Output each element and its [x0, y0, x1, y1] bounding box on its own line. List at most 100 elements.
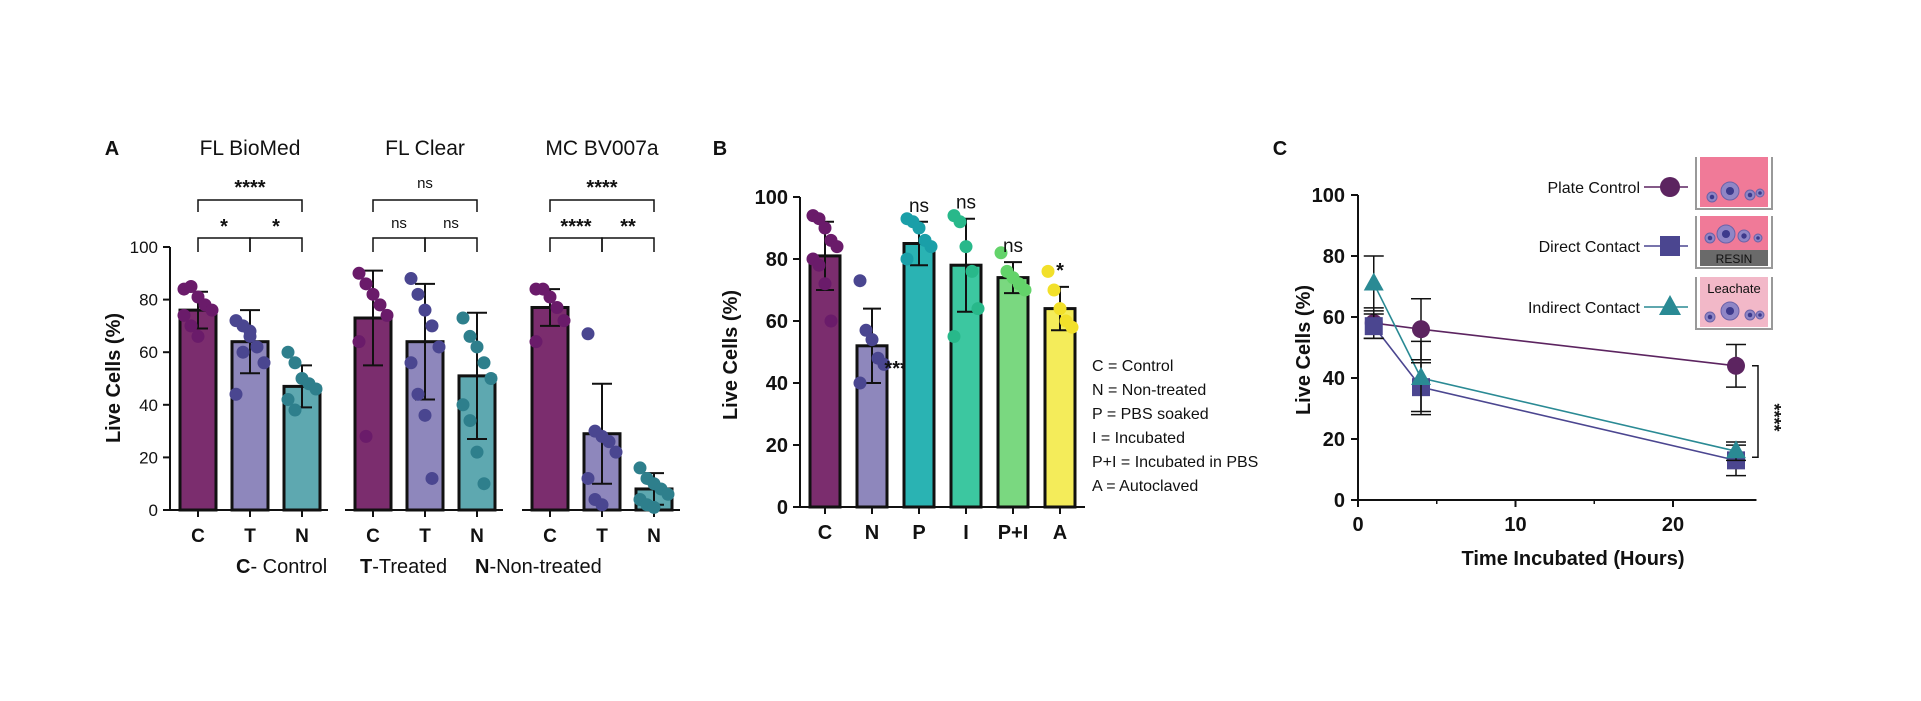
x-tick-label: C: [818, 522, 832, 544]
y-tick-label: 0: [1334, 490, 1345, 512]
sig-bracket: [601, 237, 655, 252]
sig-label: *: [1056, 260, 1064, 282]
sig-label: *: [272, 216, 280, 238]
legend-entry: C = Control: [1092, 358, 1173, 375]
data-point: [912, 221, 926, 235]
data-point: [288, 356, 302, 370]
legend-marker: [1660, 177, 1680, 197]
data-point: [425, 471, 439, 485]
data-point: [1726, 440, 1746, 459]
legend-label: Indirect Contact: [1528, 300, 1641, 317]
legend-entry: P = PBS soaked: [1092, 406, 1209, 423]
sig-label: ns: [909, 196, 929, 217]
sig-bracket: [249, 237, 303, 252]
data-point: [1041, 264, 1055, 278]
data-point: [456, 398, 470, 412]
data-point: [373, 298, 387, 312]
resin-block: [1700, 250, 1768, 266]
data-point: [250, 340, 264, 354]
data-point: [484, 372, 498, 385]
legend-entry: A = Autoclaved: [1092, 478, 1198, 495]
data-point: [824, 314, 838, 328]
data-point: [812, 258, 826, 272]
data-point: [1018, 283, 1032, 297]
sig-label: ****: [586, 177, 617, 199]
y-tick-label: 100: [755, 187, 788, 209]
data-point: [281, 345, 295, 359]
data-point: [1364, 317, 1383, 336]
legend-text: -Non-treated: [489, 556, 601, 578]
data-point: [1412, 320, 1430, 339]
bar: [902, 242, 936, 509]
inset-label: RESIN: [1716, 252, 1753, 266]
data-point: [865, 333, 879, 347]
data-point: [205, 303, 219, 317]
legend-entry: C- Control: [236, 556, 327, 578]
data-point: [404, 272, 418, 286]
bar: [996, 276, 1030, 509]
data-point: [633, 461, 647, 475]
x-tick-label: C: [366, 526, 380, 547]
well-outline: [1695, 277, 1773, 330]
sig-label: ns: [443, 215, 459, 232]
data-point: [359, 277, 373, 291]
data-point: [1727, 356, 1745, 375]
y-tick-label: 40: [139, 396, 158, 415]
data-point: [425, 319, 439, 333]
bar: [808, 254, 842, 509]
x-tick-label: 0: [1352, 514, 1363, 536]
y-tick-label: 20: [139, 448, 158, 467]
legend-key: T: [360, 556, 372, 578]
data-point: [595, 498, 609, 512]
data-point: [924, 240, 938, 254]
data-point: [404, 356, 418, 370]
legend-entry: T-Treated: [360, 556, 447, 578]
data-point: [965, 264, 979, 278]
data-point: [818, 277, 832, 291]
data-point: [581, 327, 595, 341]
y-axis-label: Live Cells (%): [1293, 285, 1315, 415]
data-point: [543, 290, 557, 304]
group-title: FL BioMed: [200, 137, 301, 160]
legend-marker: [1660, 236, 1680, 256]
x-tick-label: N: [470, 526, 484, 547]
data-point: [1411, 367, 1431, 385]
data-point: [853, 376, 867, 390]
x-tick-label: T: [419, 526, 431, 547]
data-point: [177, 308, 191, 322]
sig-label: ****: [234, 177, 265, 199]
legend-entry: P+I = Incubated in PBS: [1092, 454, 1258, 471]
y-tick-label: 40: [1323, 368, 1345, 390]
panel-letter: A: [105, 138, 119, 160]
x-axis-label: Time Incubated (Hours): [1462, 548, 1685, 570]
data-point: [411, 387, 425, 401]
x-tick-label: C: [191, 526, 205, 547]
data-point: [971, 302, 985, 316]
data-point: [456, 311, 470, 325]
x-tick-label: T: [244, 526, 256, 547]
data-point: [281, 393, 295, 407]
data-point: [229, 387, 243, 401]
data-point: [647, 500, 661, 514]
data-point: [959, 240, 973, 254]
data-point: [288, 403, 302, 417]
data-point: [1363, 272, 1384, 291]
data-point: [550, 300, 564, 314]
legend-entry: N-Non-treated: [475, 556, 602, 578]
sig-bracket: [1752, 365, 1759, 459]
panel-c: C Live Cells (%) Time Incubated (Hours) 0 20…: [1273, 138, 1784, 570]
legend-text: -Treated: [372, 556, 447, 578]
data-point: [859, 323, 873, 337]
sig-label: ns: [391, 215, 407, 232]
y-tick-label: 60: [139, 343, 158, 362]
sig-bracket: [197, 199, 303, 212]
cell-nucleus: [1707, 235, 1713, 241]
x-tick-label: P+I: [998, 522, 1029, 544]
data-point: [309, 382, 323, 396]
cell-nucleus: [1747, 312, 1753, 318]
cell-nucleus: [1758, 313, 1762, 317]
data-point: [463, 414, 477, 428]
data-point: [1053, 302, 1067, 316]
x-tick-label: 20: [1662, 514, 1684, 536]
